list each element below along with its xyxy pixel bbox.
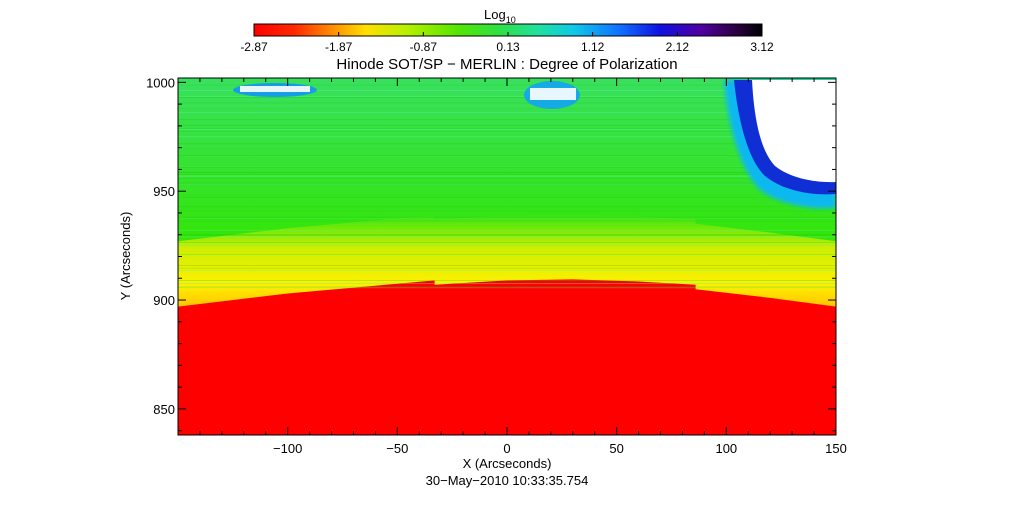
saturated-patches [233,80,836,209]
colorbar-tick-label: 1.12 [581,40,605,54]
colorbar-tick-label: 0.13 [496,40,520,54]
x-tick-label: 0 [503,441,510,456]
heatmap-image [178,78,836,435]
colorbar-tick-label: -1.87 [325,40,353,54]
timestamp: 30−May−2010 10:33:35.754 [426,473,589,488]
patch-mid-top-white [530,88,576,100]
x-tick-label: 50 [609,441,623,456]
x-tick-label: −50 [386,441,408,456]
colorbar-tick-label: -2.87 [240,40,268,54]
colorbar-tick-label: 3.12 [750,40,774,54]
patch-right-white [752,80,836,183]
colorbar-gradient [254,24,762,36]
patch-left-top-white [240,86,310,92]
solar-disk-region [178,279,836,435]
colorbar-tick-label: 2.12 [666,40,690,54]
x-tick-label: −100 [273,441,302,456]
y-tick-label: 900 [153,293,175,308]
colorbar-ticks: -2.87 -1.87 -0.87 0.13 1.12 2.12 3.12 [240,32,774,54]
noise-streaks [178,81,836,289]
y-tick-label: 850 [153,402,175,417]
x-tick-label: 150 [825,441,847,456]
y-axis: 850 900 950 1000 [146,75,836,432]
x-tick-label: 100 [715,441,737,456]
x-axis: −100 −50 0 50 100 150 [199,78,847,456]
colorbar: Log10 -2.87 -1.87 -0.87 0.13 1.12 2.12 3.12 [240,7,774,54]
y-tick-label: 950 [153,184,175,199]
colorbar-tick-label: -0.87 [410,40,438,54]
colorbar-label: Log10 [484,7,516,25]
x-axis-label: X (Arcseconds) [463,456,552,471]
y-tick-label: 1000 [146,75,175,90]
y-axis-label: Y (Arcseconds) [118,212,133,301]
chart-title: Hinode SOT/SP − MERLIN : Degree of Polar… [336,56,677,73]
